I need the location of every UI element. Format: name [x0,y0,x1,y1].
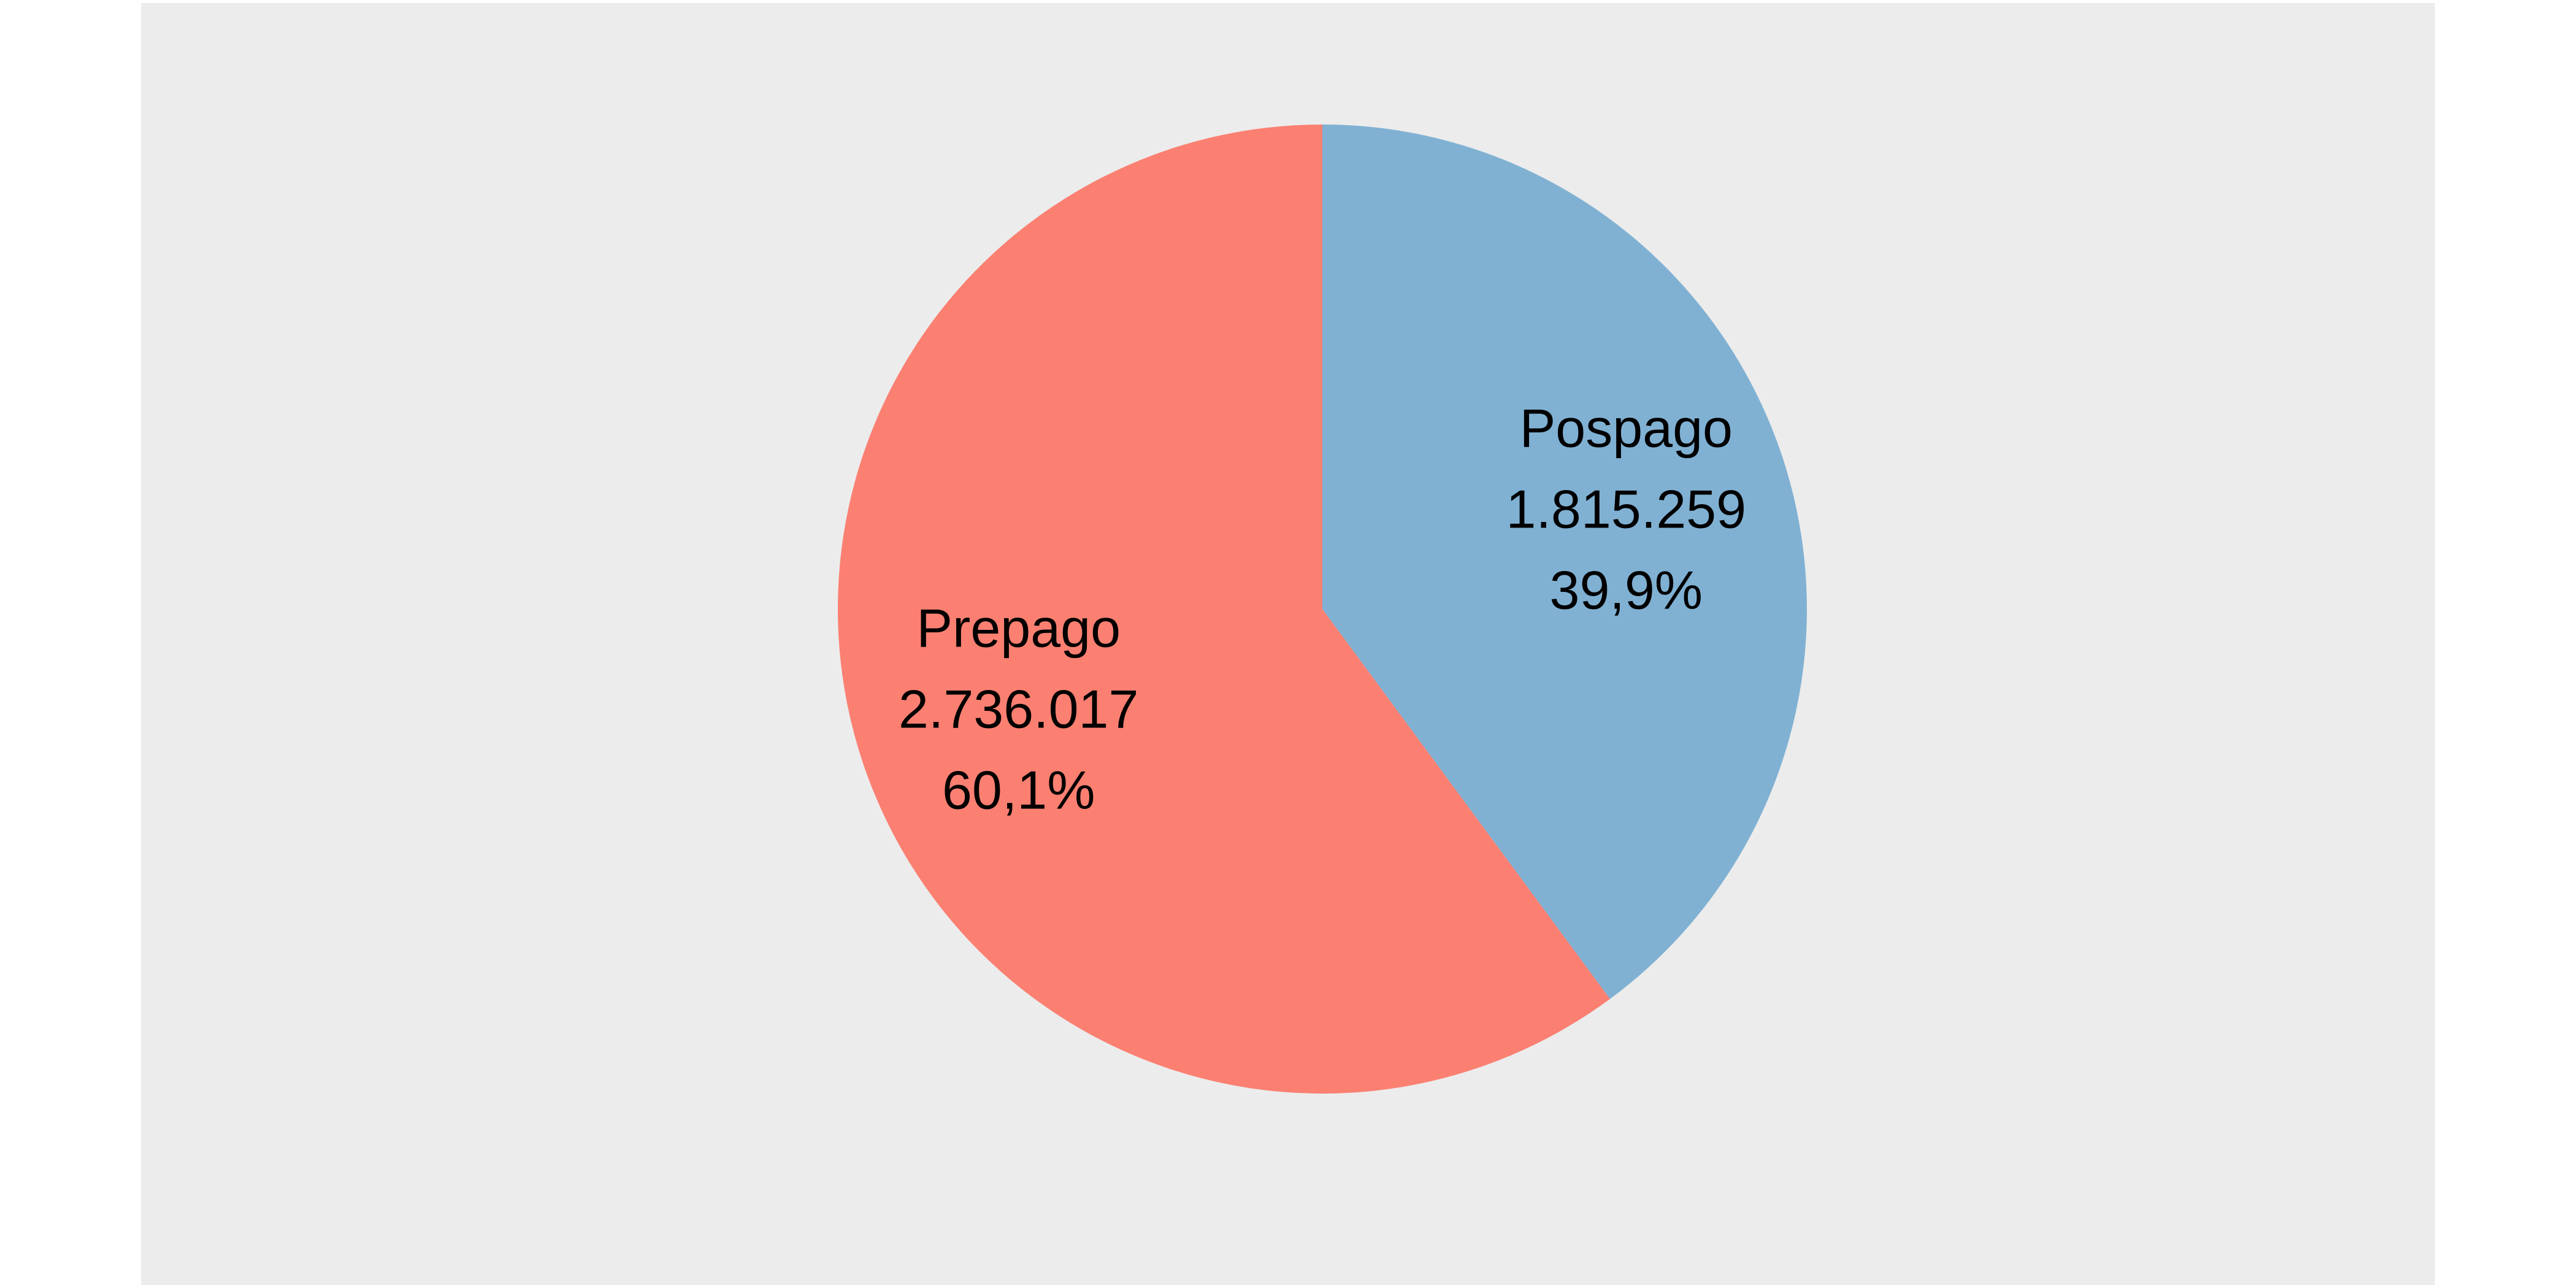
slice-value-label: 2.736.017 [899,678,1139,739]
slice-percent-label: 39,9% [1550,560,1703,621]
slice-label-group-pospago: Pospago 1.815.259 39,9% [1506,398,1747,621]
slice-value-label: 1.815.259 [1506,479,1747,540]
slice-name-label: Pospago [1520,398,1733,459]
slice-label-group-prepago: Prepago 2.736.017 60,1% [899,597,1139,820]
slices-layer [837,125,1807,1094]
pie-slice-prepago [837,125,1610,1094]
slice-percent-label: 60,1% [942,759,1095,820]
labels-layer: Pospago 1.815.259 39,9% Prepago 2.736.017 60,… [899,398,1746,821]
pie-slice-pospago [1322,125,1807,999]
slice-name-label: Prepago [916,597,1121,658]
